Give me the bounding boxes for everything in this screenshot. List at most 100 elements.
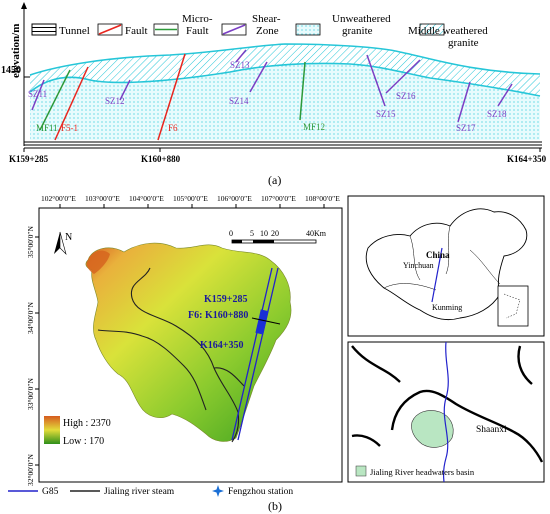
label-mf11: MF11 (36, 123, 58, 133)
chainage-start: K159+285 (9, 154, 49, 164)
g85-line-2 (237, 267, 279, 441)
legend-river-label: Jialing river steam (104, 487, 175, 497)
south-china-sea-box (497, 285, 529, 327)
jialing-river-west (97, 329, 207, 411)
tick-103e: 103°00′0″E (85, 194, 120, 203)
legend-micro-fault-label-1: Micro- (182, 13, 213, 25)
shaanxi-label: Shaanxi (476, 425, 507, 435)
shear-zone-sz14 (249, 61, 268, 93)
legend-unweathered-label-2: granite (342, 25, 373, 37)
chainage-f6: K160+880 (141, 154, 181, 164)
north-label: N (65, 232, 72, 243)
caption-b: (b) (268, 499, 282, 513)
label-sz12: SZ12 (105, 96, 125, 106)
tick-102e: 102°00′0″E (41, 194, 76, 203)
map-annotations: K159+285 F6: K160+880 K164+350 (188, 294, 248, 351)
annotation-k159: K159+285 (204, 294, 247, 305)
chainage-end: K164+350 (507, 154, 547, 164)
dem-high-label: High : 2370 (63, 418, 111, 429)
shear-zone-sz12 (119, 79, 131, 101)
caption-a: (a) (268, 173, 281, 187)
scale-0: 0 (229, 229, 233, 238)
legend-middle-weathered: Middle weathered granite (408, 23, 488, 49)
legend-unweathered: Unweathered granite (295, 13, 391, 37)
label-sz13: SZ13 (230, 60, 250, 70)
scale-40km: 40Km (306, 229, 327, 238)
tick-105e: 105°00′0″E (173, 194, 208, 203)
fault-f6 (157, 53, 186, 141)
dem-low-label: Low : 170 (63, 436, 104, 447)
shear-zone-sz11 (31, 79, 45, 111)
legend-fault: Fault (97, 23, 148, 37)
jialing-river-east (213, 367, 245, 387)
fault-f5-1 (54, 66, 89, 141)
china-inset: China Yinchuan Kunming (347, 195, 545, 337)
tick-32n: 32°00′0″N (26, 453, 35, 486)
label-sz17: SZ17 (456, 123, 476, 133)
tick-104e: 104°00′0″E (129, 194, 164, 203)
shear-zone-sz17 (457, 81, 471, 123)
label-f6: F6 (168, 123, 178, 133)
left-graticule: 35°00′0″N 34°00′0″N 33°00′0″N 32°00′0″N (26, 225, 39, 486)
label-sz16: SZ16 (396, 91, 416, 101)
micro-fault-mf12 (299, 61, 306, 121)
study-area-map: 102°00′0″E 103°00′0″E 104°00′0″E 105°00′… (8, 194, 545, 513)
structures (31, 49, 513, 141)
scale-20: 20 (271, 229, 279, 238)
annotation-f6: F6: K160+880 (188, 310, 248, 321)
legend-station-label: Fengzhou station (228, 487, 293, 497)
label-sz15: SZ15 (376, 109, 396, 119)
legend-fault-label: Fault (125, 25, 148, 37)
chainages: K159+285 K160+880 K164+350 (9, 154, 547, 164)
legend-shear-label-2: Zone (256, 25, 279, 37)
tick-107e: 107°00′0″E (261, 194, 296, 203)
shear-zone-sz18 (497, 83, 513, 107)
legend-micro-fault: Micro- Fault (153, 13, 213, 37)
dem-basin (85, 242, 292, 442)
scale-5: 5 (250, 229, 254, 238)
scale-10: 10 (260, 229, 268, 238)
dem-legend: High : 2370 Low : 170 (44, 416, 111, 447)
label-sz11: SZ11 (28, 89, 47, 99)
geological-profile: Tunnel Fault Micro- Fault Shear- Zone Un… (1, 2, 547, 187)
north-arrow-icon: N (54, 231, 72, 256)
label-sz14: SZ14 (229, 96, 249, 106)
legend-tunnel-label: Tunnel (59, 25, 90, 37)
station-star-icon (212, 485, 224, 497)
profile-legend: Tunnel Fault Micro- Fault Shear- Zone Un… (31, 13, 488, 49)
y-axis-label: elevation/m (10, 24, 22, 78)
kunming-label: Kunming (432, 303, 462, 312)
tunnel-section-marker (255, 309, 269, 335)
china-outline (365, 208, 528, 321)
fault-f6-map (251, 317, 281, 325)
tick-34n: 34°00′0″N (26, 301, 35, 334)
tick-35n: 35°00′0″N (26, 225, 35, 258)
scale-bar: 0 5 10 20 40Km (229, 229, 327, 244)
annotation-k164: K164+350 (200, 340, 243, 351)
tunnel (23, 141, 542, 152)
label-sz18: SZ18 (487, 109, 507, 119)
legend-g85-label: G85 (42, 487, 59, 497)
g85-line-1 (231, 267, 273, 441)
yinchuan-label: Yinchuan (403, 261, 434, 270)
rock-layers (29, 43, 541, 141)
structure-labels: SZ11 MF11 F5-1 SZ12 F6 SZ13 SZ14 MF12 SZ… (28, 60, 507, 133)
shear-zone-sz13 (235, 49, 247, 63)
legend-shear-zone: Shear- Zone (221, 13, 281, 37)
legend-middle-label-2: granite (448, 37, 479, 49)
dem-highland-west (86, 250, 110, 274)
basin-inset-route (442, 341, 449, 483)
map-legend: G85 Jialing river steam Fengzhou station (8, 485, 293, 497)
legend-middle-label-1: Middle weathered (408, 25, 488, 37)
micro-fault-mf11 (39, 69, 71, 131)
middle-weathered-layer (30, 44, 540, 96)
legend-micro-fault-label-2: Fault (186, 25, 209, 37)
y-tick-1450: 1450 (1, 65, 21, 76)
legend-shear-label-1: Shear- (252, 13, 281, 25)
profile-y-axis: elevation/m 1450 (1, 2, 30, 146)
basin-inset: Shaanxi Jialing River headwaters basin (347, 341, 545, 483)
top-graticule: 102°00′0″E 103°00′0″E 104°00′0″E 105°00′… (41, 194, 340, 208)
shear-zone-sz16 (385, 59, 421, 94)
basin-polygon (411, 410, 454, 448)
unweathered-layer (30, 63, 540, 141)
